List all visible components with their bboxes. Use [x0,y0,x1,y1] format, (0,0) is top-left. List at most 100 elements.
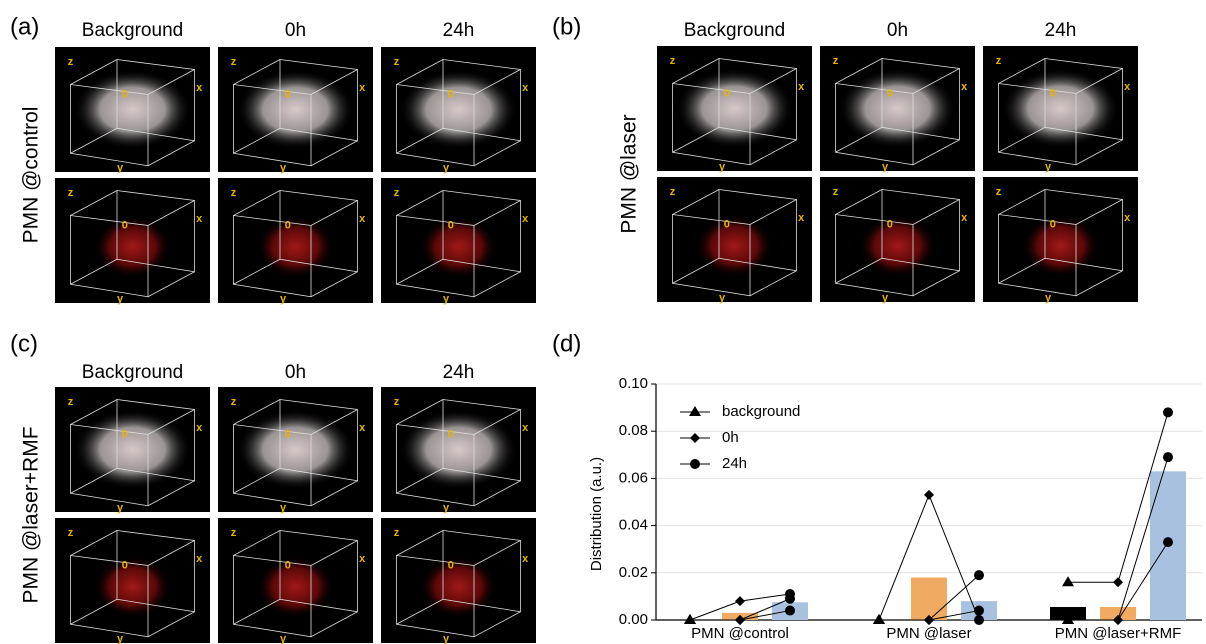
image-tile: zxy0 [218,387,373,514]
image-tile: zxy0 [657,46,812,173]
data-point [1062,576,1074,586]
row-label: PMN @laser+RMF [20,426,43,603]
axis-glyph: y [882,161,889,173]
axis-glyph: 0 [448,88,454,100]
legend-label: 0h [722,429,739,446]
axis-glyph: y [882,292,889,304]
data-point [785,594,795,604]
axis-glyph: 0 [448,428,454,440]
axis-glyph: x [522,82,529,94]
image-tile: zxy0 [218,178,373,305]
bar [911,578,947,620]
axis-glyph: 0 [448,559,454,571]
column-header: Background [684,20,785,41]
axis-glyph: y [117,633,124,644]
legend-label: 24h [722,455,747,472]
fluorescence-signal [257,216,335,279]
column-header: 24h [443,20,475,41]
axis-glyph: x [961,81,968,93]
column-header: 24h [443,362,475,383]
axis-glyph: y [443,293,450,305]
y-axis-label: Distribution (a.u.) [588,457,605,571]
axis-glyph: z [68,396,74,408]
fluorescence-signal [1022,215,1100,278]
row-label: PMN @laser [618,114,641,233]
axis-glyph: 0 [285,428,291,440]
image-tile: z x y 0 [218,47,373,174]
axis-glyph: 0 [122,88,128,100]
image-tile: zxy0 [55,178,210,305]
axis-glyph: z [996,55,1002,67]
y-tick-label: 0.10 [619,375,648,392]
data-point [735,596,745,606]
axis-glyph: y [117,293,124,305]
axis-glyph: y [719,161,726,173]
axis-glyph: x [522,422,529,434]
y-tick-label: 0.08 [619,422,648,439]
fluorescence-signal [696,215,774,278]
axis-glyph: x [196,82,203,94]
axis-glyph: z [670,186,676,198]
axis-glyph: x [196,553,203,565]
data-point [1113,577,1123,587]
image-tile: zxy0 [657,177,812,304]
image-tile: zxy0 [218,518,373,644]
axis-glyph: y [280,162,287,174]
legend-marker [690,459,700,469]
axis-glyph: z [231,56,237,68]
axis-glyph: x [359,82,366,94]
image-tile: zxy0 [820,177,975,304]
axis-glyph: x [798,81,805,93]
axis-glyph: 0 [724,218,730,230]
axis-glyph: y [280,502,287,514]
axis-glyph: x [1124,212,1131,224]
data-point [974,570,984,580]
axis-glyph: z [670,55,676,67]
data-point [924,490,934,500]
axis-glyph: z [68,187,74,199]
axis-glyph: 0 [887,87,893,99]
data-point [785,606,795,616]
axis-glyph: y [719,292,726,304]
panel-label: (d) [552,330,581,357]
axis-glyph: z [394,527,400,539]
fluorescence-signal [859,215,937,278]
axis-glyph: y [1045,292,1052,304]
axis-glyph: z [231,187,237,199]
axis-glyph: z [394,396,400,408]
axis-glyph: y [443,502,450,514]
fluorescence-signal [257,556,335,619]
image-tile: zxy0 [381,178,536,305]
axis-glyph: x [359,213,366,225]
axis-glyph: 0 [1050,218,1056,230]
column-header: 0h [285,362,306,383]
axis-glyph: z [833,186,839,198]
legend-marker [689,406,701,416]
axis-glyph: y [443,633,450,644]
column-header: 24h [1045,20,1077,41]
fluorescence-signal [94,216,172,279]
data-point [1163,452,1173,462]
axis-glyph: y [1045,161,1052,173]
image-tile: z x y 0 [983,177,1138,304]
axis-glyph: 0 [887,218,893,230]
axis-glyph: z [996,186,1002,198]
axis-glyph: 0 [285,559,291,571]
fluorescence-signal [420,216,498,279]
data-point [1163,407,1173,417]
axis-glyph: z [394,56,400,68]
axis-glyph: 0 [1050,87,1056,99]
panel-label: (b) [552,13,581,40]
column-header: 0h [285,20,306,41]
image-tile: z x y 0 [381,387,536,514]
axis-glyph: x [196,422,203,434]
data-point [974,606,984,616]
axis-glyph: z [231,396,237,408]
column-header: Background [82,362,183,383]
x-tick-label: PMN @laser+RMF [1055,625,1182,642]
axis-glyph: y [280,633,287,644]
axis-glyph: 0 [285,88,291,100]
